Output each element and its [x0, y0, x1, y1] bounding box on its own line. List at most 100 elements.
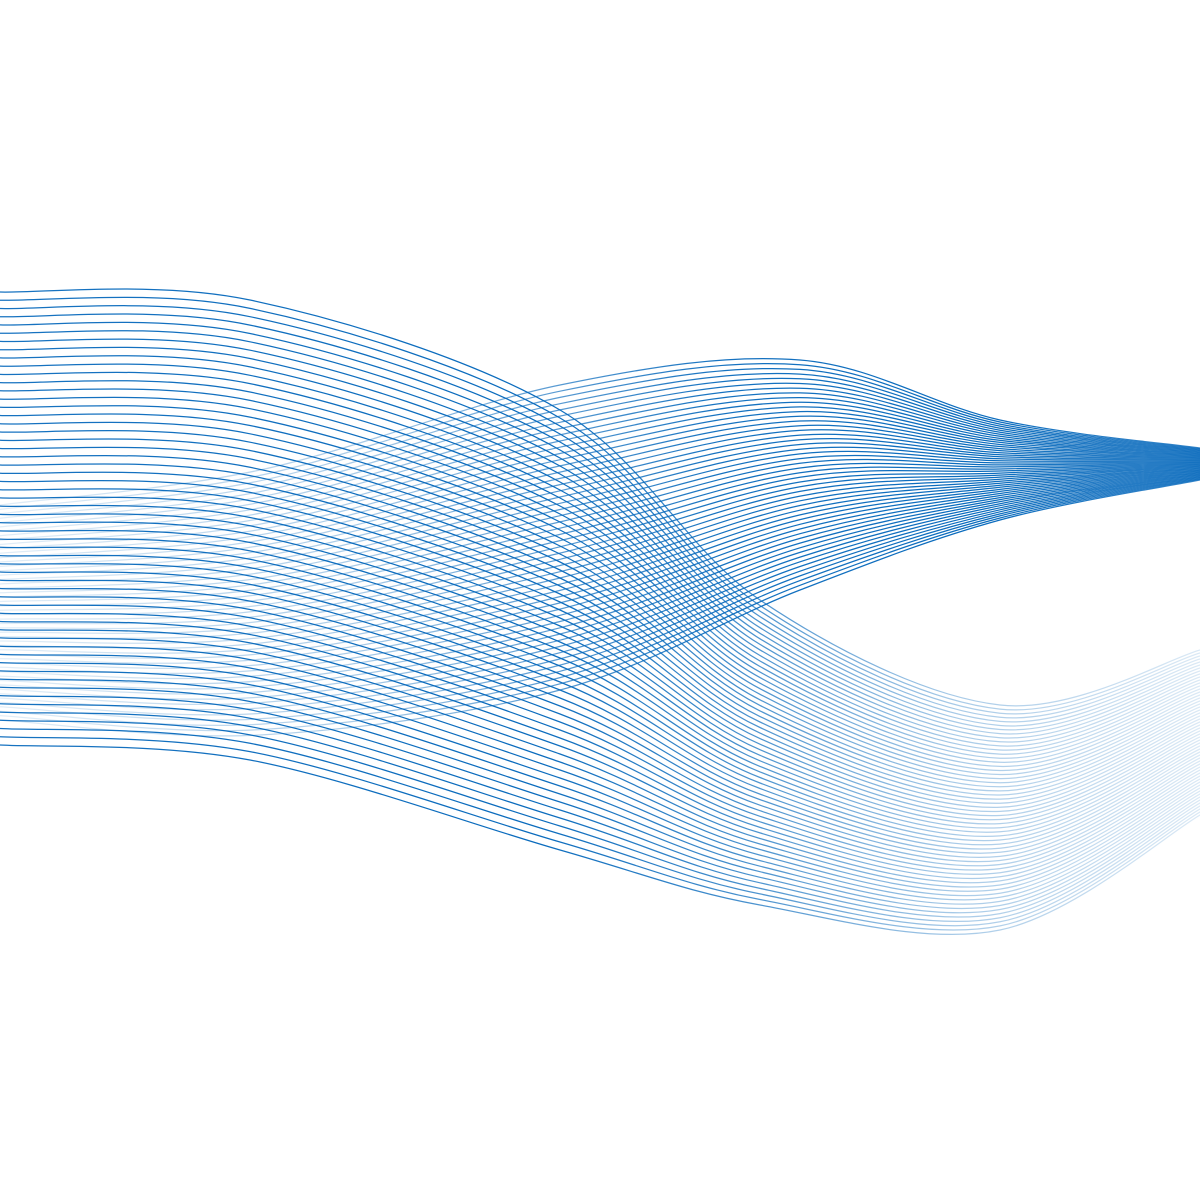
wave-band-b-line — [0, 396, 1200, 541]
wave-band-a-line — [0, 321, 1200, 723]
wave-band-a-line — [0, 563, 1200, 842]
wave-band-a-line — [0, 686, 1200, 905]
wave-band-a-line — [0, 529, 1200, 825]
wave-band-b-line — [0, 478, 1200, 732]
wave-band-b-line — [0, 464, 1200, 620]
wave-band-b-line — [0, 468, 1200, 649]
wave-band-a-line — [0, 421, 1200, 772]
wave-band-b-line — [0, 467, 1200, 644]
wave-band-b-line — [0, 463, 1200, 616]
wave-band-b-line — [0, 476, 1200, 711]
wave-band-a-line — [0, 454, 1200, 788]
wave-band-b-line — [0, 462, 1200, 607]
wave-band-b-line — [0, 464, 1200, 625]
wave-band-a-line — [0, 538, 1200, 829]
wave-band-b-line — [0, 479, 1200, 737]
wave-band-a-line — [0, 380, 1200, 751]
wave-band-a-line — [0, 429, 1200, 776]
wave-band-b — [0, 357, 1200, 737]
wave-band-a-line — [0, 396, 1200, 759]
wave-band-a-line — [0, 736, 1200, 931]
wave-band-a-line — [0, 355, 1200, 739]
wave-band-b-line — [0, 406, 1200, 550]
wave-band-b-line — [0, 472, 1200, 685]
wave-band-a-line — [0, 488, 1200, 804]
wave-band-b-line — [0, 367, 1200, 515]
wave-band-b-line — [0, 454, 1200, 598]
wave-band-a-line — [0, 554, 1200, 838]
wave-band-a-line — [0, 371, 1200, 747]
wave-band-a-line — [0, 305, 1200, 715]
wave-band-b-line — [0, 424, 1200, 568]
wave-band-a — [0, 288, 1200, 936]
wave-band-b-line — [0, 442, 1200, 585]
wave-band-a-line — [0, 587, 1200, 854]
wave-band-a-line — [0, 719, 1200, 923]
wave-band-b-line — [0, 476, 1200, 716]
wave-band-b-line — [0, 475, 1200, 706]
wave-band-b-line — [0, 372, 1200, 519]
wave-band-a-line — [0, 313, 1200, 719]
wave-band-b-line — [0, 463, 1200, 611]
wave-band-b-line — [0, 415, 1200, 559]
wave-band-b-line — [0, 466, 1200, 635]
wave-band-a-line — [0, 446, 1200, 784]
wave-band-a-line — [0, 513, 1200, 817]
wave-band-a-line — [0, 504, 1200, 813]
wave-band-a-line — [0, 596, 1200, 858]
wave-band-a-line — [0, 629, 1200, 875]
wave-band-b-line — [0, 470, 1200, 664]
wave-band-b-line — [0, 401, 1200, 546]
wave-band-b-line — [0, 437, 1200, 581]
wave-band-b-line — [0, 474, 1200, 700]
wave-band-a-line — [0, 694, 1200, 910]
wave-band-b-line — [0, 377, 1200, 524]
wave-band-a-line — [0, 670, 1200, 897]
wave-band-a-line — [0, 744, 1200, 936]
wave-band-a-line — [0, 388, 1200, 755]
wave-band-b-line — [0, 465, 1200, 630]
wave-band-a-line — [0, 338, 1200, 731]
wave-band-a-line — [0, 363, 1200, 743]
wave-band-a-line — [0, 438, 1200, 780]
wave-band-a-line — [0, 604, 1200, 863]
wave-band-b-line — [0, 429, 1200, 572]
wave-band-a-line — [0, 296, 1200, 711]
wave-band-b-line — [0, 473, 1200, 690]
wave-band-b-line — [0, 446, 1200, 590]
wave-band-b-line — [0, 410, 1200, 554]
wave-band-b-line — [0, 382, 1200, 528]
wave-band-a-line — [0, 645, 1200, 884]
wave-band-b-line — [0, 450, 1200, 594]
wave-band-a-line — [0, 727, 1200, 927]
wave-band-b-line — [0, 357, 1200, 506]
wave-band-a-line — [0, 612, 1200, 867]
wave-band-b-line — [0, 387, 1200, 532]
wave-band-b-line — [0, 362, 1200, 511]
wave-band-a-line — [0, 571, 1200, 846]
wave-band-a-line — [0, 703, 1200, 914]
wave-band-b-line — [0, 468, 1200, 654]
wave-band-b-line — [0, 470, 1200, 669]
wave-band-b-line — [0, 392, 1200, 537]
wave-band-b-line — [0, 477, 1200, 721]
wave-band-b-line — [0, 466, 1200, 639]
wave-band-a-line — [0, 653, 1200, 888]
wave-band-a-line — [0, 405, 1200, 763]
wave-band-b-line — [0, 474, 1200, 695]
wave-band-b-line — [0, 478, 1200, 726]
wave-band-a-line — [0, 711, 1200, 918]
wave-band-b-line — [0, 458, 1200, 603]
wave-band-b-line — [0, 433, 1200, 576]
wave-band-a-line — [0, 620, 1200, 871]
wave-band-a-line — [0, 546, 1200, 833]
wave-band-a-line — [0, 346, 1200, 735]
wave-band-b-line — [0, 472, 1200, 680]
wave-band-a-line — [0, 521, 1200, 821]
wave-band-a-line — [0, 661, 1200, 892]
wave-band-b-line — [0, 471, 1200, 675]
wave-band-b-line — [0, 469, 1200, 659]
wave-band-a-line — [0, 496, 1200, 808]
wave-band-b-line — [0, 420, 1200, 563]
